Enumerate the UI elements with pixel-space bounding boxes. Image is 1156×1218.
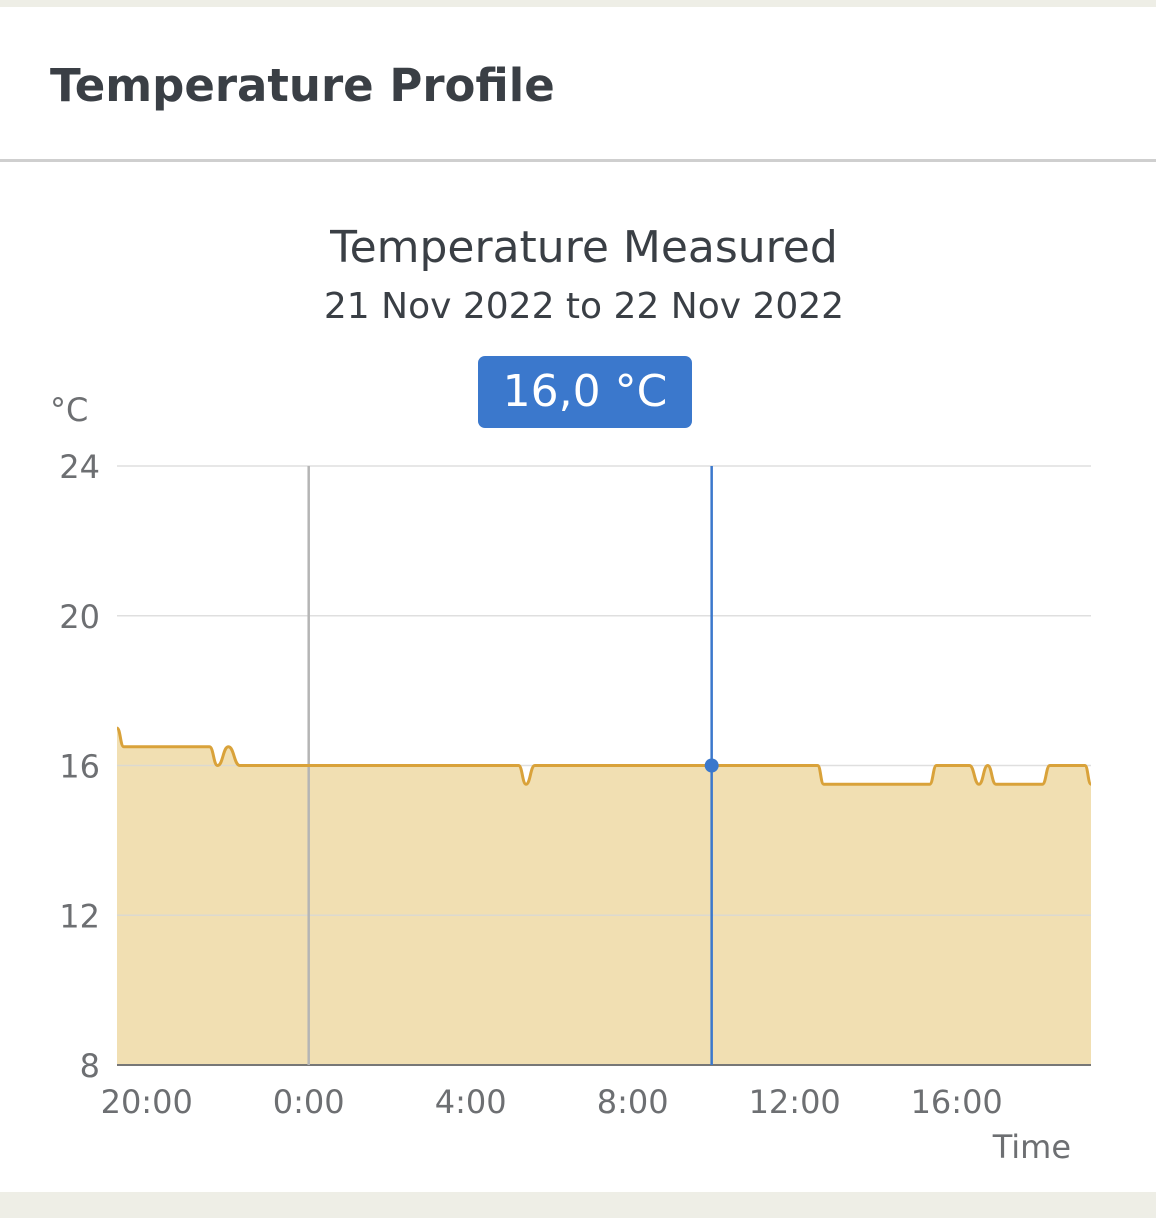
y-tick-label: 24 <box>59 448 100 486</box>
cursor-tooltip: 16,0 °C <box>478 356 692 428</box>
y-tick-label: 12 <box>59 897 100 935</box>
x-tick-label: 12:00 <box>749 1083 841 1121</box>
card-header: Temperature Profile <box>0 7 1156 162</box>
y-tick-label: 8 <box>80 1047 100 1085</box>
series-line <box>116 726 1093 786</box>
cursor-point <box>704 758 719 773</box>
chart-subtitle: 21 Nov 2022 to 22 Nov 2022 <box>323 286 845 327</box>
x-tick-label: 0:00 <box>273 1083 345 1121</box>
y-tick-label: 16 <box>59 748 100 786</box>
y-axis-label: °C <box>50 391 88 429</box>
x-tick-label: 4:00 <box>435 1083 507 1121</box>
x-tick-label: 16:00 <box>911 1083 1003 1121</box>
x-tick-label: 8:00 <box>597 1083 669 1121</box>
chart-title: Temperature Measured <box>330 222 838 273</box>
x-tick-label: 20:00 <box>101 1083 193 1121</box>
y-tick-label: 20 <box>59 598 100 636</box>
card-title: Temperature Profile <box>50 59 555 112</box>
area-fill <box>117 728 1091 1065</box>
x-axis-label: Time <box>992 1128 1071 1166</box>
